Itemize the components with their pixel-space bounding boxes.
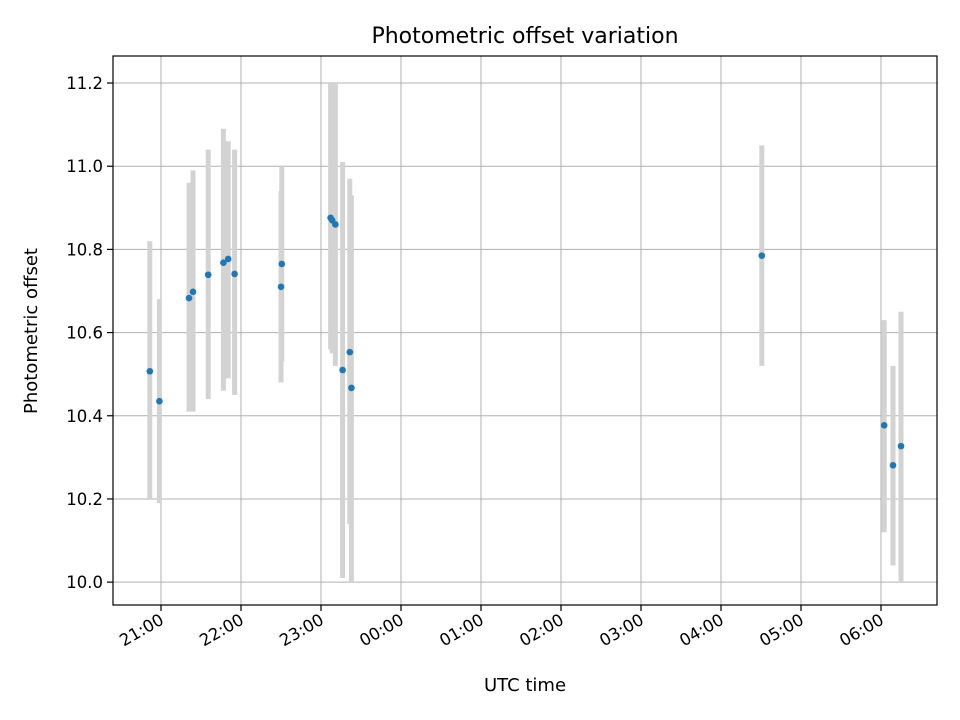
data-point: [185, 294, 193, 302]
data-point: [758, 252, 766, 259]
chart-title: Photometric offset variation: [371, 24, 678, 49]
data-point: [346, 348, 354, 356]
data-point: [339, 366, 346, 374]
data-point: [277, 283, 285, 291]
data-point: [348, 384, 355, 392]
y-tick-label: 10.2: [66, 490, 103, 509]
data-point: [224, 255, 232, 263]
y-tick-label: 11.2: [66, 74, 103, 93]
data-point: [231, 270, 238, 278]
data-point: [880, 422, 888, 429]
y-tick-label: 10.6: [66, 324, 103, 343]
y-tick-label: 11.0: [66, 157, 103, 176]
data-point: [278, 260, 286, 268]
y-axis-label: Photometric offset: [21, 248, 42, 414]
data-point: [332, 221, 339, 228]
y-tick-label: 10.4: [66, 407, 103, 426]
data-point: [146, 367, 154, 375]
data-points: [146, 214, 905, 469]
x-axis-label: UTC time: [484, 675, 566, 696]
data-point: [897, 442, 905, 450]
data-point: [156, 397, 163, 405]
data-point: [204, 271, 212, 279]
y-tick-label: 10.8: [66, 240, 103, 259]
grid-lines: [113, 56, 937, 605]
plot-frame: [112, 55, 938, 606]
data-point: [220, 259, 227, 267]
data-point: [889, 461, 897, 469]
data-point: [189, 288, 197, 296]
y-tick-label: 10.0: [66, 573, 103, 592]
